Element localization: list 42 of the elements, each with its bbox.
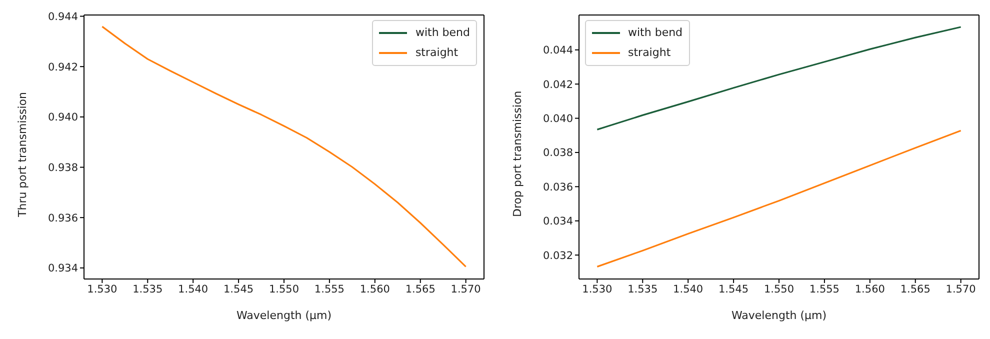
y-tick-label: 0.938 (48, 162, 78, 174)
y-tick-label: 0.944 (48, 10, 78, 23)
x-tick-label: 1.570 (450, 283, 481, 296)
y-axis-title: Drop port transmission (510, 90, 524, 217)
x-tick-label: 1.555 (314, 283, 344, 296)
y-tick-label: 0.942 (48, 61, 78, 74)
y-tick-label: 0.034 (542, 216, 574, 228)
y-tick-label: 0.044 (542, 44, 574, 57)
x-tick-label: 1.560 (854, 283, 885, 296)
legend-label: straight (415, 45, 458, 61)
y-tick-label: 0.936 (48, 212, 78, 224)
x-axis-title: Wavelength (µm) (236, 309, 332, 322)
y-axis-title: Thru port transmission (16, 92, 29, 218)
x-tick-label: 1.545 (224, 283, 254, 296)
x-tick-label: 1.565 (900, 283, 930, 296)
x-tick-label: 1.560 (360, 283, 390, 296)
x-tick-label: 1.540 (178, 283, 208, 296)
x-tick-label: 1.530 (582, 283, 612, 296)
x-axis-title: Wavelength (µm) (731, 309, 827, 322)
x-tick-label: 1.535 (132, 283, 163, 296)
x-tick-label: 1.535 (628, 283, 658, 296)
x-tick-label: 1.540 (673, 283, 704, 296)
y-tick-label: 0.940 (48, 112, 78, 124)
y-tick-label: 0.032 (542, 250, 573, 262)
y-tick-label: 0.038 (542, 147, 573, 160)
y-tick-label: 0.042 (542, 78, 573, 91)
y-tick-label: 0.934 (48, 262, 78, 275)
legend-label: straight (628, 45, 671, 61)
legend-label: with bend (628, 25, 683, 41)
line-series (596, 130, 962, 268)
y-tick-label: 0.036 (542, 181, 574, 194)
x-tick-label: 1.550 (268, 283, 300, 296)
x-tick-label: 1.570 (946, 283, 976, 296)
legend-label: with bend (415, 25, 470, 41)
x-tick-label: 1.550 (764, 283, 794, 296)
y-tick-label: 0.040 (542, 113, 573, 125)
x-tick-label: 1.545 (718, 283, 749, 296)
x-tick-label: 1.555 (809, 283, 840, 296)
x-tick-label: 1.530 (87, 283, 118, 296)
x-tick-label: 1.565 (405, 283, 436, 296)
line-series (596, 26, 962, 130)
line-series (101, 26, 467, 268)
